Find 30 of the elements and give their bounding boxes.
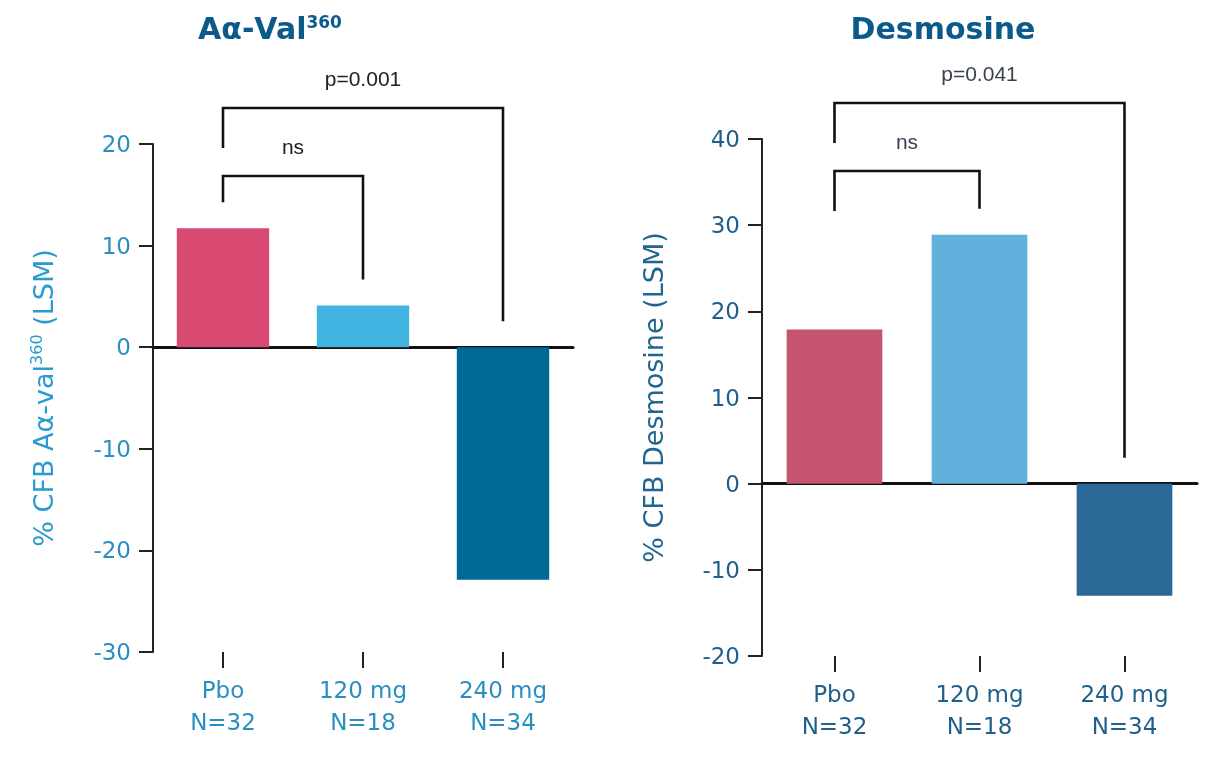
y-tick-label: 10 [101, 232, 131, 259]
x-tick-label: 240 mg N=34 [458, 677, 548, 735]
y-tick-label: 0 [116, 334, 131, 361]
x-tick-label: 120 mg N=18 [318, 677, 408, 735]
y-tick-label: -20 [702, 643, 740, 669]
y-tick-label: -10 [702, 556, 740, 583]
x-tick-label: Pbo N=32 [801, 681, 868, 739]
y-tick-label: -30 [93, 639, 131, 665]
x-tick-label: 120 mg N=18 [935, 681, 1024, 739]
bar [316, 305, 410, 348]
y-tick-label: -20 [93, 537, 131, 564]
y-tick-label: 10 [710, 384, 740, 411]
text: p=0.001 [324, 67, 402, 90]
chart-title: Desmosine [850, 10, 1036, 46]
y-tick-label: 40 [710, 126, 740, 152]
y-axis-title: % CFB Desmosine (LSM) [638, 232, 669, 563]
x-tick-label: 240 mg N=34 [1080, 681, 1169, 739]
y-tick-label: -10 [93, 435, 131, 462]
bar [1076, 483, 1173, 596]
y-tick-label: 30 [710, 212, 740, 239]
annotation: ns [281, 135, 305, 158]
annotation: ns [895, 130, 919, 153]
bar [456, 347, 550, 580]
y-axis-title: % CFB Aα-val360 (LSM) [26, 249, 59, 547]
text: p=0.041 [941, 62, 1018, 85]
y-tick-label: 20 [710, 298, 740, 325]
x-tick-label: Pbo N=32 [190, 677, 256, 735]
y-tick-label: 20 [101, 131, 131, 157]
y-tick-label: 0 [725, 470, 740, 497]
bar [786, 329, 883, 484]
